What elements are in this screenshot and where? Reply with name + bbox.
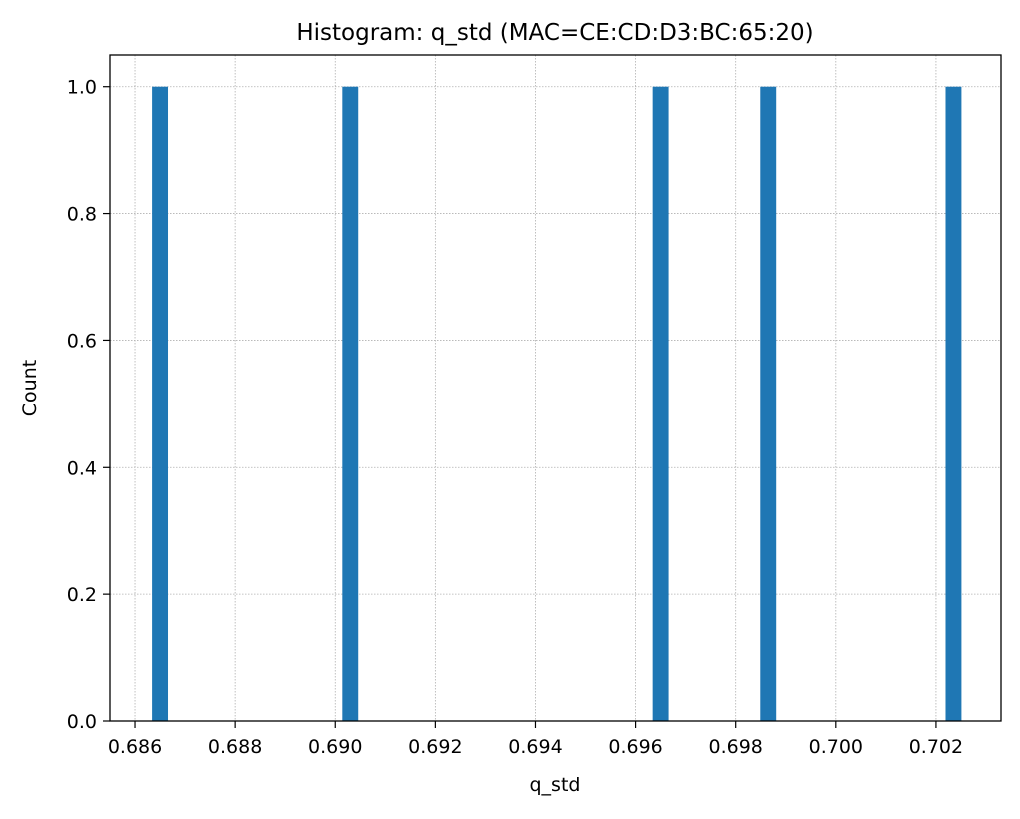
- y-tick-label: 0.6: [67, 330, 97, 352]
- histogram-bar: [342, 86, 359, 721]
- y-tick-label: 0.2: [67, 584, 97, 606]
- y-axis: 0.0 0.2 0.4 0.6 0.8 1.0: [67, 77, 110, 733]
- x-tick-label: 0.700: [809, 736, 863, 758]
- x-axis: 0.686 0.688 0.690 0.692 0.694 0.696 0.698 0.700…: [108, 721, 963, 758]
- histogram-bar: [652, 86, 669, 721]
- x-tick-label: 0.694: [508, 736, 562, 758]
- y-tick-label: 0.0: [67, 711, 97, 733]
- x-tick-label: 0.696: [608, 736, 662, 758]
- histogram-bar: [945, 86, 962, 721]
- plot-frame: [109, 54, 1002, 722]
- x-tick-label: 0.690: [308, 736, 362, 758]
- histogram-bar: [152, 86, 169, 721]
- x-tick-label: 0.702: [909, 736, 963, 758]
- y-tick-label: 0.8: [67, 204, 97, 226]
- y-axis-label: Count: [19, 360, 41, 416]
- chart-title: Histogram: q_std (MAC=CE:CD:D3:BC:65:20): [296, 20, 813, 46]
- histogram-bar: [760, 86, 777, 721]
- y-tick-label: 1.0: [67, 77, 97, 99]
- x-tick-label: 0.686: [108, 736, 162, 758]
- x-tick-label: 0.692: [408, 736, 462, 758]
- bars-layer: [152, 86, 962, 721]
- x-axis-label: q_std: [530, 774, 581, 796]
- x-tick-label: 0.688: [208, 736, 262, 758]
- x-tick-label: 0.698: [708, 736, 762, 758]
- y-tick-label: 0.4: [67, 457, 97, 479]
